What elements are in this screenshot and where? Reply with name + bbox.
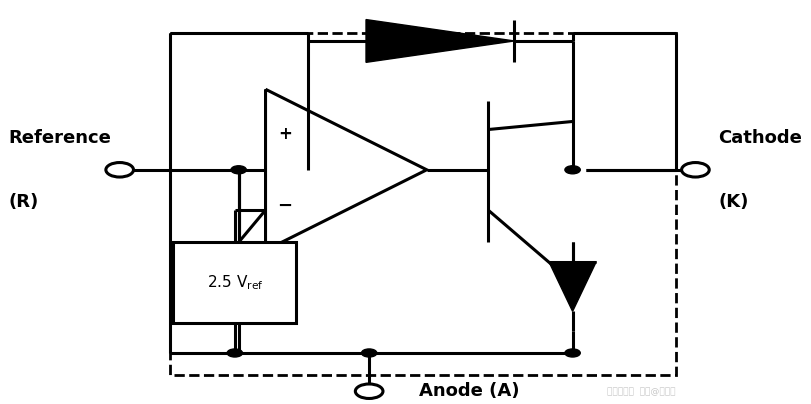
Text: 2.5 V$_{\mathregular{ref}}$: 2.5 V$_{\mathregular{ref}}$ (206, 273, 263, 292)
Text: Cathode: Cathode (718, 128, 801, 147)
Circle shape (564, 349, 580, 357)
Circle shape (227, 349, 242, 357)
Text: Reference: Reference (8, 128, 111, 147)
Polygon shape (366, 19, 513, 62)
Bar (174, 242, 296, 323)
Circle shape (564, 166, 580, 174)
Circle shape (230, 166, 246, 174)
Text: −: − (277, 197, 292, 215)
Text: (K): (K) (718, 193, 748, 211)
Text: (R): (R) (8, 193, 39, 211)
Polygon shape (548, 262, 595, 311)
Bar (169, 33, 676, 375)
Text: 电路一点通  头条@芯片哥: 电路一点通 头条@芯片哥 (607, 387, 675, 396)
Text: +: + (277, 124, 291, 143)
Circle shape (361, 349, 376, 357)
Text: Anode (A): Anode (A) (418, 382, 519, 400)
